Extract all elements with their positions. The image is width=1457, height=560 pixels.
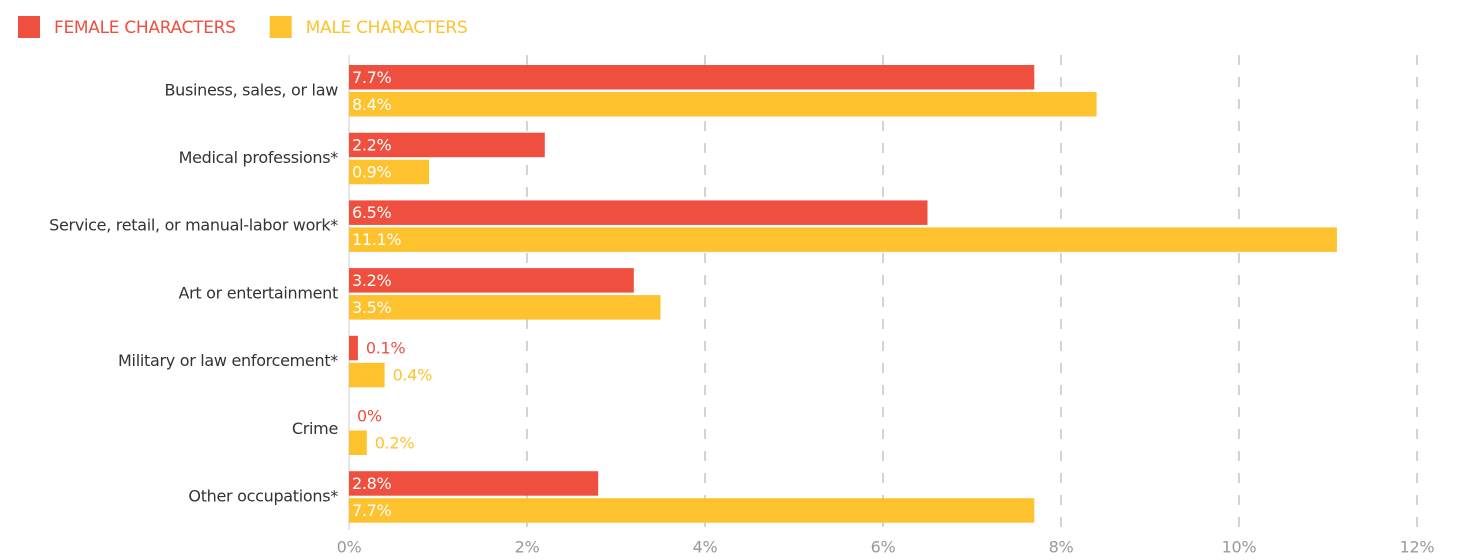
value-label: 11.1%: [352, 230, 401, 249]
legend-label: FEMALE CHARACTERS: [54, 18, 236, 38]
category-label: Art or entertainment: [178, 283, 338, 302]
bar: [349, 268, 634, 293]
x-tick-label: 4%: [693, 538, 718, 557]
bar: [349, 471, 599, 496]
legend-swatch: [269, 16, 292, 38]
value-label: 2.8%: [352, 474, 392, 493]
x-tick-label: 6%: [871, 538, 896, 557]
value-label: 7.7%: [352, 501, 392, 520]
bar: [349, 295, 661, 320]
bar: [349, 362, 385, 388]
value-label: 3.5%: [352, 298, 392, 317]
category-label: Crime: [292, 419, 338, 438]
category-label: Other occupations*: [188, 486, 338, 505]
category-label: Military or law enforcement*: [118, 351, 338, 370]
x-tick-label: 10%: [1222, 538, 1257, 557]
x-tick-label: 12%: [1400, 538, 1435, 557]
x-tick-label: 8%: [1049, 538, 1074, 557]
value-label: 8.4%: [352, 95, 392, 114]
legend-label: MALE CHARACTERS: [306, 18, 468, 38]
bar: [349, 65, 1035, 90]
x-tick-label: 2%: [515, 538, 540, 557]
value-label: 0.9%: [352, 162, 392, 181]
value-label: 2.2%: [352, 135, 392, 154]
bar: [349, 132, 545, 158]
bar: [349, 498, 1035, 523]
value-label: 6.5%: [352, 203, 392, 222]
bar: [349, 430, 367, 455]
legend-swatch: [18, 16, 40, 38]
bar: [349, 92, 1097, 117]
bar: [349, 159, 430, 185]
value-label: 0.4%: [393, 366, 433, 385]
category-label: Business, sales, or law: [164, 80, 338, 99]
value-label: 7.7%: [352, 68, 392, 87]
value-label: 0.2%: [375, 433, 415, 452]
bar: [349, 200, 928, 225]
value-label: 0.1%: [366, 339, 406, 358]
bar: [349, 335, 358, 361]
value-label: 0%: [357, 406, 382, 425]
x-tick-label: 0%: [337, 538, 362, 557]
category-label: Service, retail, or manual-labor work*: [49, 216, 338, 235]
bar: [349, 227, 1337, 252]
value-label: 3.2%: [352, 271, 392, 290]
category-label: Medical professions*: [179, 148, 339, 167]
